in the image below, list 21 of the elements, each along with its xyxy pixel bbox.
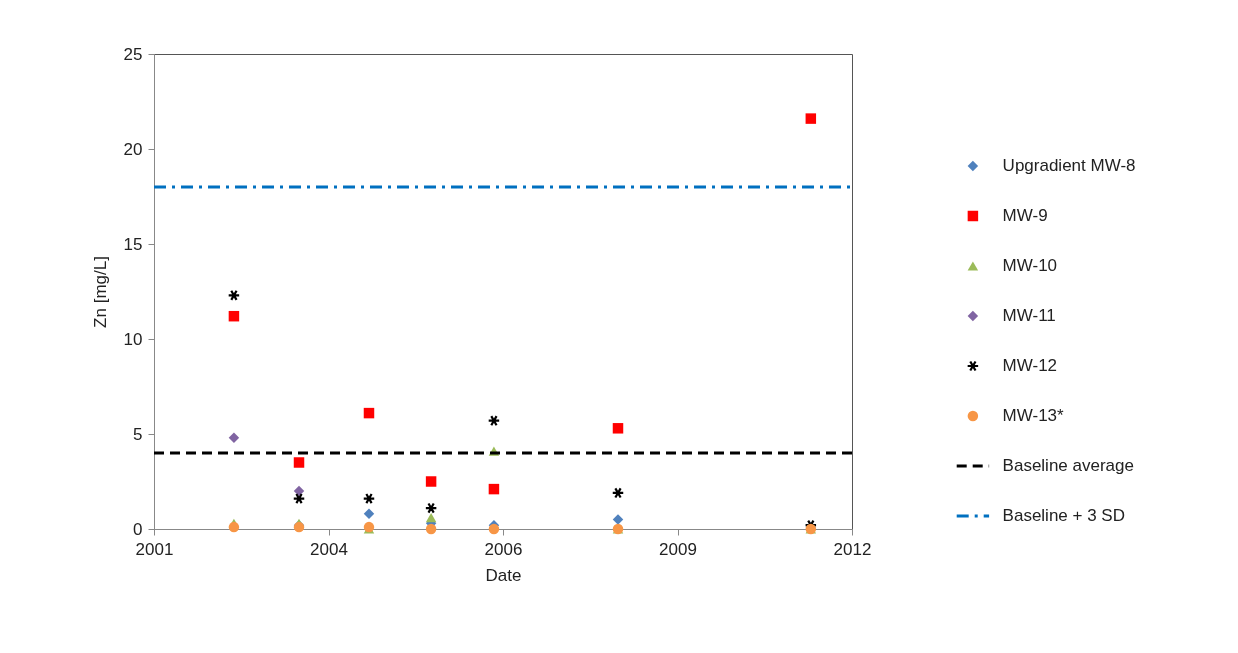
y-tick-label: 20 [123,139,143,159]
legend-label: Baseline average [1002,456,1134,475]
y-axis-title: Zn [mg/L] [90,256,110,328]
x-tick-label: 2006 [484,539,523,559]
legend-label: MW-13* [1002,406,1065,425]
legend-label: MW-9 [1002,206,1048,225]
y-tick-label: 0 [133,519,143,539]
x-tick-label: 2004 [310,539,348,559]
x-tick-label: 2009 [659,539,697,559]
x-tick-label: 2001 [135,539,174,559]
legend-label: Baseline + 3 SD [1002,506,1125,525]
x-tick-label: 2012 [833,539,872,559]
legend-label: MW-12 [1002,356,1058,375]
y-tick-label: 15 [123,234,143,254]
y-tick-label: 10 [123,329,143,349]
y-tick-label: 5 [133,424,143,444]
x-axis-title: Date [485,565,522,585]
legend-label: MW-11 [1002,306,1056,325]
legend-label: MW-10 [1002,256,1058,275]
y-tick-label: 25 [123,44,143,64]
legend-label: Upgradient MW-8 [1002,156,1136,175]
